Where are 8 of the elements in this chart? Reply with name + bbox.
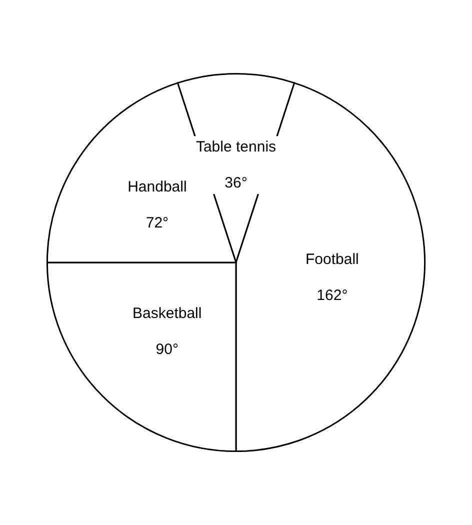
data-label: 36° xyxy=(224,174,248,192)
slice-label: Basketball xyxy=(132,304,202,322)
data-label: 90° xyxy=(156,340,178,358)
data-label: 72° xyxy=(146,214,169,232)
data-label: 162° xyxy=(316,287,348,304)
slice-label: Table tennis xyxy=(196,138,276,156)
slice-label: Handball xyxy=(128,178,187,196)
slice-label: Football xyxy=(306,251,359,268)
